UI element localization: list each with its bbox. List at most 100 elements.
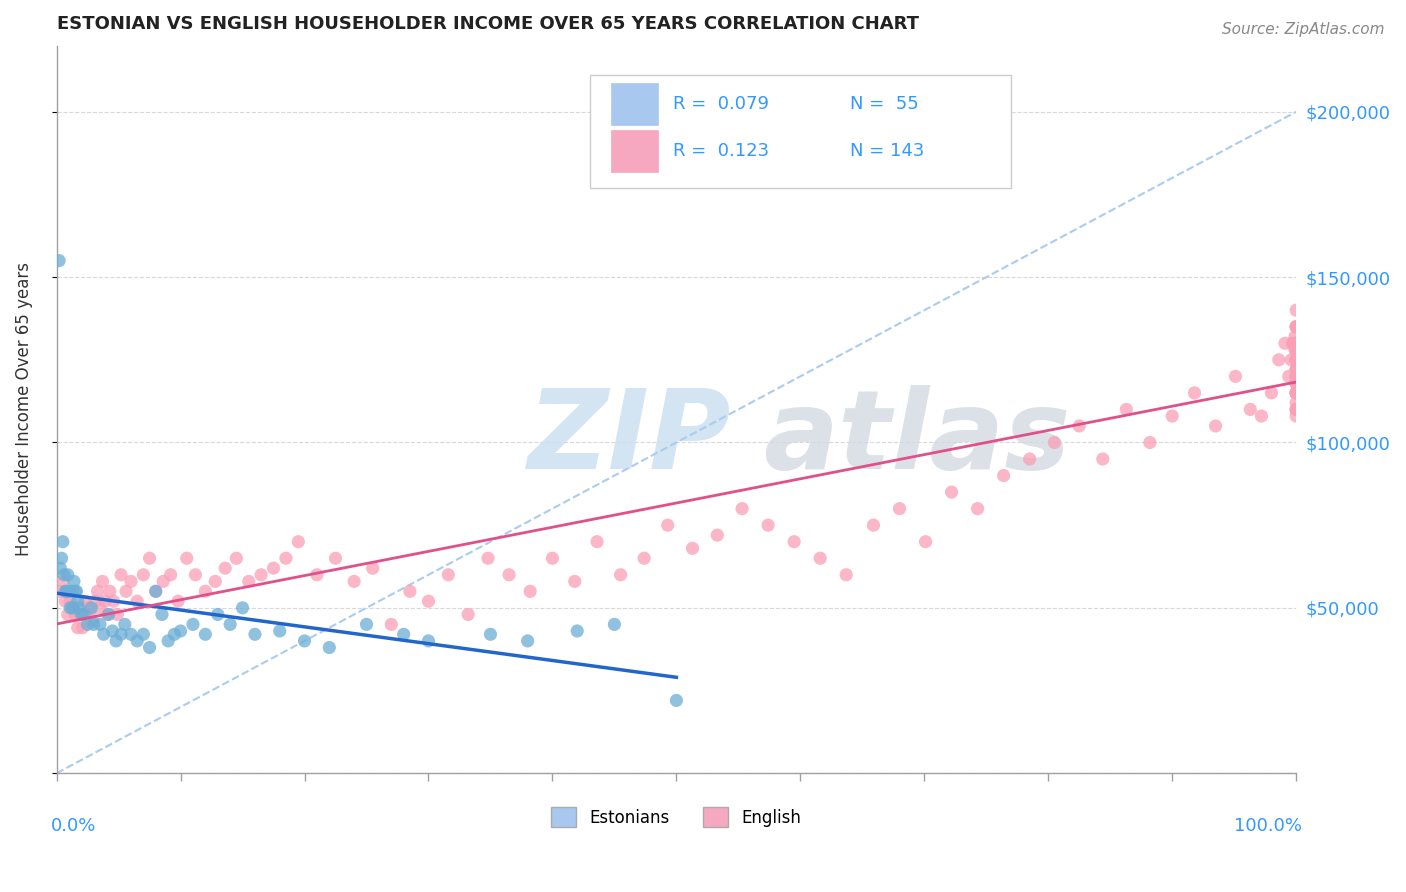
Point xyxy=(49,561,72,575)
Point xyxy=(966,501,988,516)
Point xyxy=(586,534,609,549)
Point xyxy=(127,634,149,648)
Point xyxy=(1285,352,1308,367)
Point xyxy=(1018,452,1040,467)
Text: Source: ZipAtlas.com: Source: ZipAtlas.com xyxy=(1222,22,1385,37)
Point xyxy=(169,624,191,638)
Point xyxy=(1268,352,1291,367)
Point xyxy=(79,607,101,622)
Point xyxy=(105,634,128,648)
Point xyxy=(1282,336,1305,351)
Point xyxy=(1161,409,1184,423)
Point xyxy=(993,468,1015,483)
Point xyxy=(706,528,728,542)
Text: N = 143: N = 143 xyxy=(849,142,924,161)
Point xyxy=(1285,352,1308,367)
Point xyxy=(1091,452,1114,467)
Point xyxy=(250,567,273,582)
Point xyxy=(1285,352,1308,367)
Point xyxy=(157,634,180,648)
Point xyxy=(76,600,98,615)
Point xyxy=(80,600,103,615)
Text: R =  0.079: R = 0.079 xyxy=(672,95,769,113)
Point xyxy=(1285,376,1308,390)
Text: ESTONIAN VS ENGLISH HOUSEHOLDER INCOME OVER 65 YEARS CORRELATION CHART: ESTONIAN VS ENGLISH HOUSEHOLDER INCOME O… xyxy=(56,15,918,33)
Text: 100.0%: 100.0% xyxy=(1234,817,1302,835)
Point xyxy=(1285,319,1308,334)
Point xyxy=(138,551,160,566)
Point xyxy=(835,567,858,582)
Point xyxy=(163,627,186,641)
Text: R =  0.123: R = 0.123 xyxy=(672,142,769,161)
Point xyxy=(603,617,626,632)
Point xyxy=(56,607,79,622)
Point xyxy=(76,617,98,632)
Point xyxy=(567,624,589,638)
Point xyxy=(194,627,217,641)
Text: 0.0%: 0.0% xyxy=(51,817,96,835)
Point xyxy=(294,634,316,648)
Point xyxy=(1285,409,1308,423)
Point xyxy=(1285,336,1308,351)
Point xyxy=(127,594,149,608)
Point xyxy=(1285,369,1308,384)
Point xyxy=(73,607,96,622)
Point xyxy=(63,574,86,589)
Point xyxy=(176,551,198,566)
Point xyxy=(89,617,111,632)
Point xyxy=(72,621,94,635)
Point xyxy=(1285,369,1308,384)
Point xyxy=(132,627,155,641)
Point xyxy=(541,551,564,566)
Point xyxy=(184,567,207,582)
Point xyxy=(1285,363,1308,377)
Point xyxy=(1285,385,1308,400)
Point xyxy=(479,627,502,641)
Point xyxy=(214,561,236,575)
Point xyxy=(1285,385,1308,400)
Point xyxy=(1284,343,1306,357)
Point xyxy=(1285,352,1308,367)
Point xyxy=(1285,376,1308,390)
Point xyxy=(564,574,586,589)
Point xyxy=(120,627,142,641)
Point xyxy=(1184,385,1206,400)
Point xyxy=(48,253,70,268)
Point xyxy=(356,617,378,632)
Point xyxy=(516,634,538,648)
Point xyxy=(1285,369,1308,384)
Point xyxy=(325,551,347,566)
Point xyxy=(232,600,254,615)
Point xyxy=(51,551,73,566)
Point xyxy=(1205,419,1227,434)
Point xyxy=(82,614,104,628)
Point xyxy=(657,518,679,533)
Point xyxy=(783,534,806,549)
Point xyxy=(941,485,963,500)
Point xyxy=(1285,336,1308,351)
Point xyxy=(56,567,79,582)
Point xyxy=(1285,376,1308,390)
Point xyxy=(115,584,138,599)
Point xyxy=(53,594,76,608)
Point xyxy=(91,574,114,589)
Point xyxy=(238,574,260,589)
Point xyxy=(1285,376,1308,390)
Point xyxy=(66,621,89,635)
Point xyxy=(84,594,107,608)
Point xyxy=(1278,369,1301,384)
Point xyxy=(269,624,291,638)
Point xyxy=(1285,402,1308,417)
Point xyxy=(194,584,217,599)
Point xyxy=(418,634,440,648)
Point xyxy=(96,607,118,622)
Point xyxy=(83,617,105,632)
Point xyxy=(287,534,309,549)
Point xyxy=(399,584,422,599)
Point xyxy=(70,607,93,622)
Y-axis label: Householder Income Over 65 years: Householder Income Over 65 years xyxy=(15,262,32,557)
Point xyxy=(89,600,111,615)
Point xyxy=(219,617,242,632)
Point xyxy=(152,574,174,589)
Point xyxy=(86,584,108,599)
